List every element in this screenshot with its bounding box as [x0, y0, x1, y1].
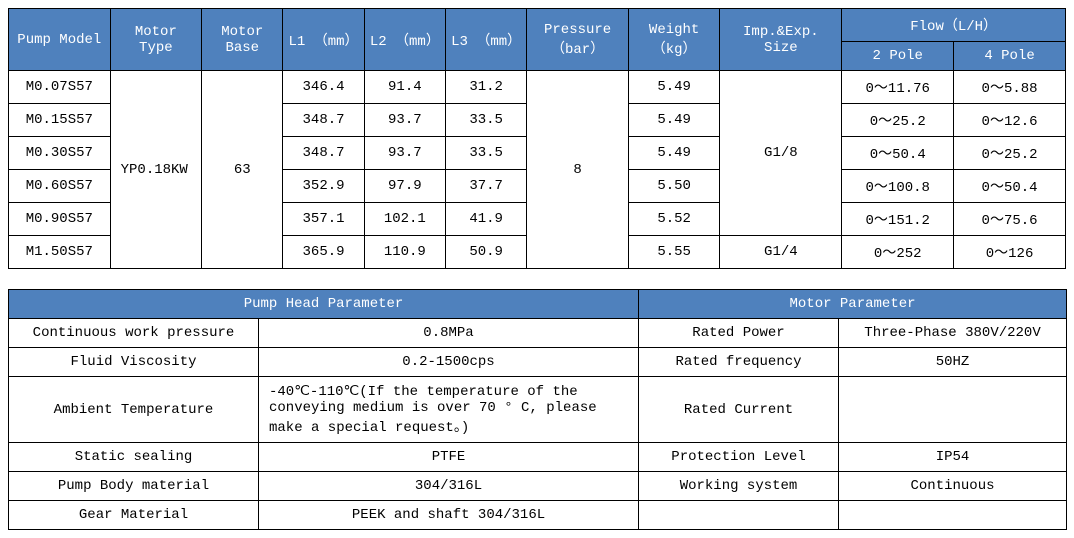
cell-f2: 0～100.8 [842, 170, 954, 203]
l-val: 0.8MPa [259, 319, 639, 348]
cell-l2: 91.4 [364, 71, 445, 104]
cell-l3: 41.9 [445, 203, 526, 236]
table-row: Pump Body material 304/316L Working syst… [9, 472, 1067, 501]
th-pressure: Pressure （bar） [527, 9, 629, 71]
r-label: Protection Level [639, 443, 839, 472]
table-row: Static sealing PTFE Protection Level IP5… [9, 443, 1067, 472]
r-label: Rated frequency [639, 348, 839, 377]
l-label: Gear Material [9, 501, 259, 530]
r-val: IP54 [839, 443, 1067, 472]
table-row: Ambient Temperature -40℃-110℃(If the tem… [9, 377, 1067, 443]
title-motor: Motor Parameter [639, 290, 1067, 319]
l-label: Ambient Temperature [9, 377, 259, 443]
header-row-1: Pump Model Motor Type Motor Base L1 （mm）… [9, 9, 1066, 42]
cell-f2: 0～50.4 [842, 137, 954, 170]
cell-f4: 0～5.88 [954, 71, 1066, 104]
table-row: Continuous work pressure 0.8MPa Rated Po… [9, 319, 1067, 348]
cell-weight: 5.49 [628, 137, 719, 170]
cell-f2: 0～252 [842, 236, 954, 269]
r-val [839, 377, 1067, 443]
r-label: Working system [639, 472, 839, 501]
l-label: Static sealing [9, 443, 259, 472]
cell-f4: 0～25.2 [954, 137, 1066, 170]
table-row: Gear Material PEEK and shaft 304/316L [9, 501, 1067, 530]
cell-model: M1.50S57 [9, 236, 111, 269]
cell-l1: 348.7 [283, 104, 364, 137]
cell-l1: 357.1 [283, 203, 364, 236]
cell-imp-exp-1: G1/8 [720, 71, 842, 236]
title-pump-head: Pump Head Parameter [9, 290, 639, 319]
cell-motor-base: 63 [202, 71, 283, 269]
l-val: 304/316L [259, 472, 639, 501]
table-row: Fluid Viscosity 0.2-1500cps Rated freque… [9, 348, 1067, 377]
cell-model: M0.90S57 [9, 203, 111, 236]
cell-l1: 346.4 [283, 71, 364, 104]
table-row: M0.07S57 YP0.18KW 63 346.4 91.4 31.2 8 5… [9, 71, 1066, 104]
r-label: Rated Current [639, 377, 839, 443]
th-imp-exp: Imp.&Exp. Size [720, 9, 842, 71]
cell-weight: 5.55 [628, 236, 719, 269]
spec-table: Pump Model Motor Type Motor Base L1 （mm）… [8, 8, 1066, 269]
cell-model: M0.07S57 [9, 71, 111, 104]
cell-model: M0.60S57 [9, 170, 111, 203]
cell-l2: 110.9 [364, 236, 445, 269]
r-val: 50HZ [839, 348, 1067, 377]
cell-weight: 5.52 [628, 203, 719, 236]
cell-l1: 365.9 [283, 236, 364, 269]
cell-model: M0.30S57 [9, 137, 111, 170]
l-val: PEEK and shaft 304/316L [259, 501, 639, 530]
th-l2: L2 （mm） [364, 9, 445, 71]
cell-f2: 0～11.76 [842, 71, 954, 104]
th-motor-type: Motor Type [110, 9, 201, 71]
cell-l2: 93.7 [364, 137, 445, 170]
th-weight: Weight （kg） [628, 9, 719, 71]
th-pump-model: Pump Model [9, 9, 111, 71]
cell-weight: 5.50 [628, 170, 719, 203]
r-val: Continuous [839, 472, 1067, 501]
cell-f4: 0～50.4 [954, 170, 1066, 203]
th-motor-base: Motor Base [202, 9, 283, 71]
param-header-row: Pump Head Parameter Motor Parameter [9, 290, 1067, 319]
th-l3: L3 （mm） [445, 9, 526, 71]
th-4pole: 4 Pole [954, 42, 1066, 71]
cell-f2: 0～151.2 [842, 203, 954, 236]
cell-f2: 0～25.2 [842, 104, 954, 137]
l-label: Pump Body material [9, 472, 259, 501]
l-label: Fluid Viscosity [9, 348, 259, 377]
cell-l3: 33.5 [445, 137, 526, 170]
cell-l2: 97.9 [364, 170, 445, 203]
th-l1: L1 （mm） [283, 9, 364, 71]
cell-l1: 348.7 [283, 137, 364, 170]
cell-l3: 33.5 [445, 104, 526, 137]
cell-weight: 5.49 [628, 71, 719, 104]
cell-l2: 102.1 [364, 203, 445, 236]
l-val: PTFE [259, 443, 639, 472]
th-2pole: 2 Pole [842, 42, 954, 71]
cell-l3: 37.7 [445, 170, 526, 203]
l-val: -40℃-110℃(If the temperature of the conv… [259, 377, 639, 443]
cell-f4: 0～126 [954, 236, 1066, 269]
r-val: Three-Phase 380V/220V [839, 319, 1067, 348]
cell-l3: 50.9 [445, 236, 526, 269]
cell-l3: 31.2 [445, 71, 526, 104]
l-label: Continuous work pressure [9, 319, 259, 348]
cell-l1: 352.9 [283, 170, 364, 203]
cell-f4: 0～75.6 [954, 203, 1066, 236]
cell-l2: 93.7 [364, 104, 445, 137]
th-flow: Flow（L/H） [842, 9, 1066, 42]
r-label [639, 501, 839, 530]
cell-weight: 5.49 [628, 104, 719, 137]
cell-imp-exp-2: G1/4 [720, 236, 842, 269]
cell-f4: 0～12.6 [954, 104, 1066, 137]
r-val [839, 501, 1067, 530]
parameter-table: Pump Head Parameter Motor Parameter Cont… [8, 289, 1067, 530]
cell-pressure: 8 [527, 71, 629, 269]
l-val: 0.2-1500cps [259, 348, 639, 377]
cell-model: M0.15S57 [9, 104, 111, 137]
cell-motor-type: YP0.18KW [110, 71, 201, 269]
r-label: Rated Power [639, 319, 839, 348]
